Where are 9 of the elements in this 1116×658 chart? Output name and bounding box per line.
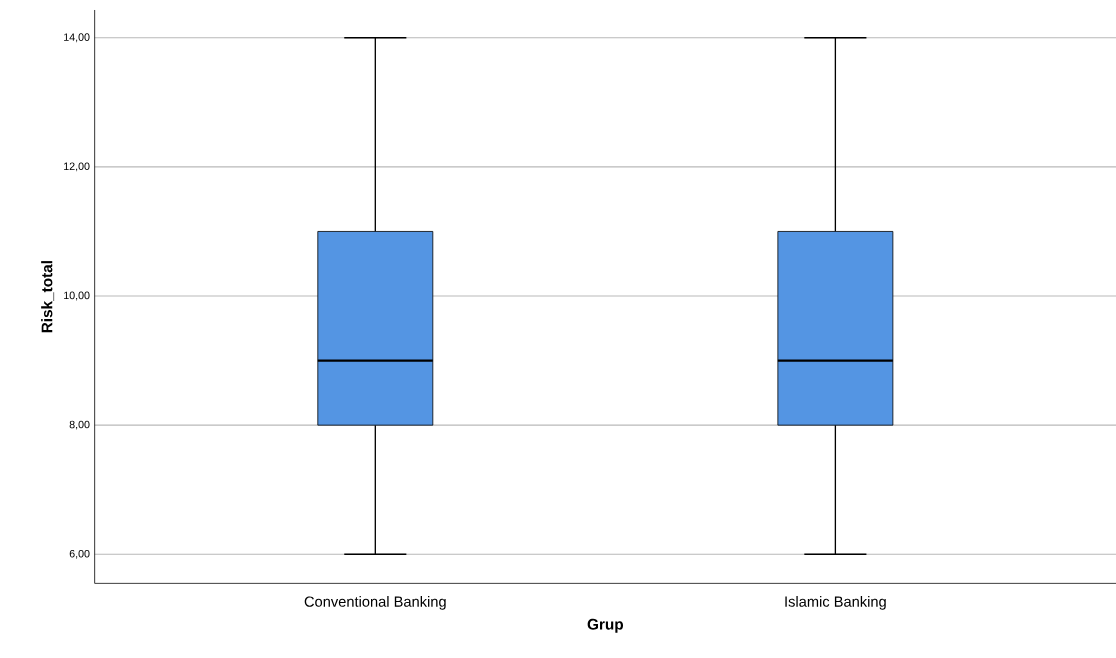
x-tick-label: Conventional Banking <box>304 596 446 610</box>
y-tick-label: 12,00 <box>64 162 90 172</box>
y-axis-title: Risk_total <box>41 261 55 333</box>
y-tick-label: 14,00 <box>64 33 90 43</box>
y-tick-label: 10,00 <box>64 291 90 301</box>
x-axis-title: Grup <box>587 618 624 633</box>
y-tick-label: 8,00 <box>69 420 90 430</box>
x-tick-label: Islamic Banking <box>785 596 886 610</box>
y-tick-label: 6,00 <box>69 549 90 559</box>
